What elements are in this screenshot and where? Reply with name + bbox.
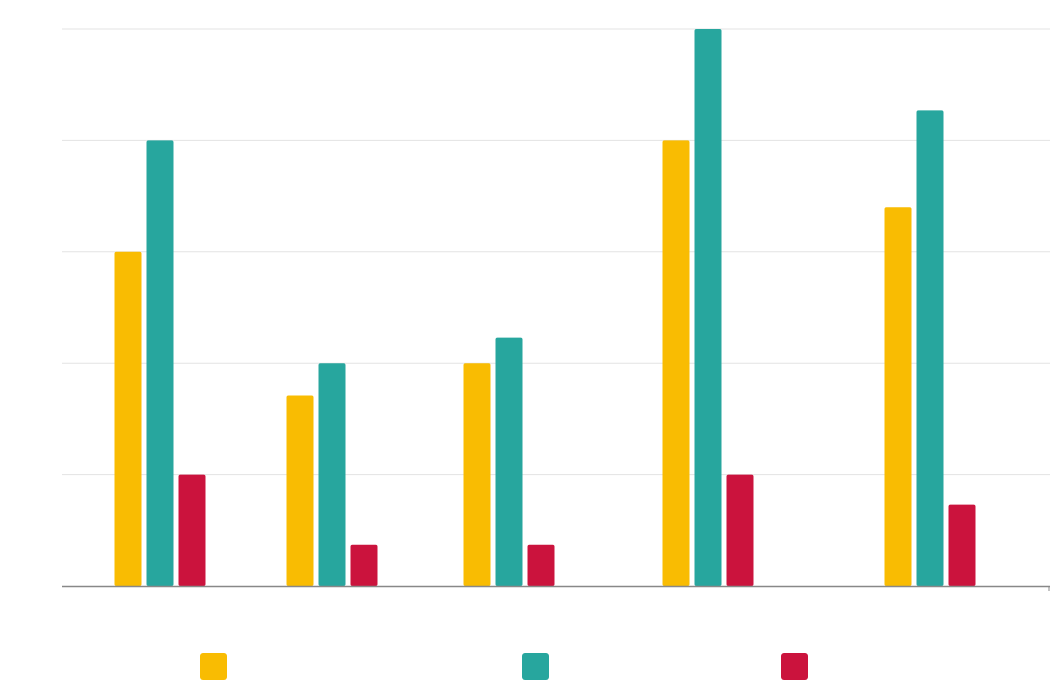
bar — [694, 29, 722, 586]
bar — [146, 140, 174, 586]
bar — [178, 474, 206, 586]
legend-swatch — [522, 653, 549, 680]
bar — [114, 251, 142, 587]
bar — [286, 395, 314, 586]
bar — [350, 544, 378, 586]
bar — [726, 474, 754, 586]
bar — [318, 363, 346, 586]
bar — [495, 337, 523, 586]
bar — [463, 363, 491, 586]
bar — [662, 140, 690, 586]
bar — [884, 207, 912, 587]
legend-swatch — [200, 653, 227, 680]
legend-swatch — [781, 653, 808, 680]
bar — [527, 544, 555, 586]
bar — [916, 110, 944, 587]
bar — [948, 504, 976, 586]
